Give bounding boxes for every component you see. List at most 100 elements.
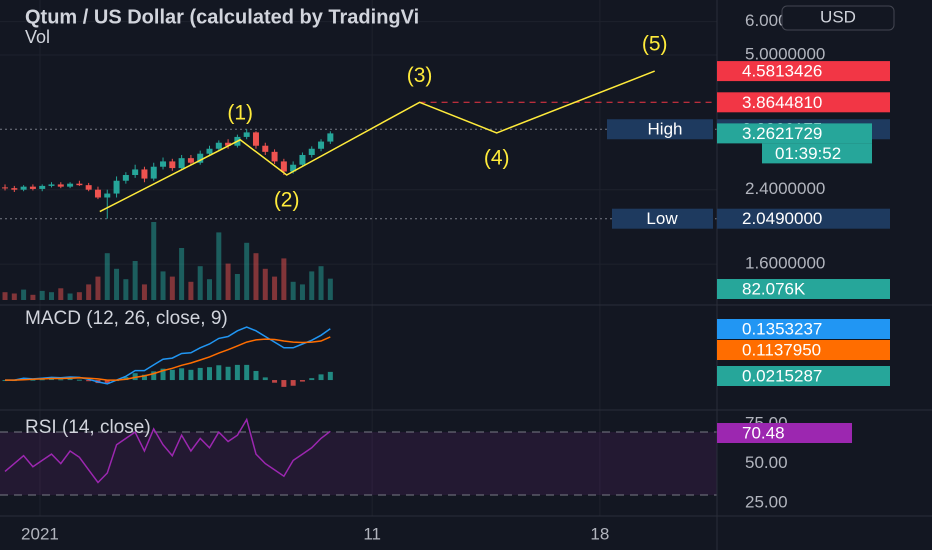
macd-histogram-bar bbox=[67, 378, 73, 381]
macd-histogram-bar bbox=[104, 380, 110, 384]
high-low-name-box bbox=[612, 208, 713, 229]
target-label: 4.5813426 bbox=[742, 62, 822, 81]
candle-body bbox=[308, 148, 315, 155]
volume-bar bbox=[58, 288, 64, 300]
candle-body bbox=[206, 148, 213, 154]
volume-bar bbox=[21, 289, 27, 300]
volume-bar bbox=[309, 271, 315, 300]
countdown-box bbox=[762, 143, 872, 164]
volume-bar bbox=[225, 263, 231, 300]
macd-histogram-bar bbox=[48, 378, 54, 381]
high-low-name: Low bbox=[646, 209, 678, 228]
high-low-label-box bbox=[717, 208, 890, 229]
macd-histogram-bar bbox=[30, 379, 36, 381]
volume-bar bbox=[262, 268, 268, 300]
wave-label: (3) bbox=[407, 64, 433, 87]
volume-bar bbox=[281, 258, 287, 300]
rsi-label-box bbox=[717, 423, 852, 443]
macd-histogram-bar bbox=[39, 379, 45, 381]
signal-label-box bbox=[717, 340, 890, 360]
y-tick-label: 5.0000000 bbox=[745, 45, 825, 64]
x-tick-label: 18 bbox=[590, 524, 609, 543]
candle-body bbox=[48, 184, 55, 186]
volume-label: 82.076K bbox=[742, 279, 806, 298]
last-price-label: 3.2621729 bbox=[742, 124, 822, 143]
volume-bar bbox=[104, 253, 110, 300]
x-tick-label: 2021 bbox=[21, 524, 59, 543]
volume-bar bbox=[272, 276, 278, 300]
macd-label-box bbox=[717, 319, 890, 339]
candle-body bbox=[178, 158, 185, 169]
wave-label: (5) bbox=[642, 33, 668, 56]
volume-bar bbox=[76, 292, 82, 300]
wave-label: (2) bbox=[274, 189, 300, 212]
macd-histogram-bar bbox=[141, 374, 147, 381]
volume-title: Vol bbox=[25, 27, 50, 47]
candle-body bbox=[20, 186, 27, 190]
volume-bar bbox=[327, 278, 333, 300]
candle-body bbox=[262, 145, 269, 152]
candle-body bbox=[280, 161, 287, 172]
wave-line bbox=[99, 70, 655, 213]
volume-bar bbox=[39, 290, 45, 300]
target-label-box bbox=[717, 92, 890, 113]
candle-body bbox=[299, 154, 306, 165]
volume-bar bbox=[207, 279, 213, 300]
candle-body bbox=[113, 180, 120, 194]
x-tick-label: 11 bbox=[363, 524, 381, 543]
volume-bar bbox=[48, 292, 54, 300]
volume-bar bbox=[299, 284, 305, 300]
macd-histogram-bar bbox=[169, 369, 175, 381]
volume-bar bbox=[114, 268, 120, 300]
macd-histogram-bar bbox=[179, 368, 185, 381]
volume-bar bbox=[169, 276, 175, 300]
macd-histogram-bar bbox=[225, 366, 231, 381]
macd-histogram-bar bbox=[318, 374, 324, 381]
rsi-label: 70.48 bbox=[742, 423, 785, 442]
macd-histogram-bar bbox=[327, 371, 333, 381]
macd-histogram-bar bbox=[151, 371, 157, 381]
wave-label: (1) bbox=[227, 101, 253, 124]
candle-body bbox=[57, 184, 64, 187]
macd-histogram-bar bbox=[290, 380, 296, 386]
rsi-title: RSI (14, close) bbox=[25, 417, 151, 438]
candle-body bbox=[141, 169, 148, 179]
signal-label: 0.1137950 bbox=[742, 340, 821, 359]
volume-bar bbox=[290, 281, 296, 300]
high-low-name-box bbox=[607, 119, 713, 140]
volume-bar bbox=[132, 261, 138, 300]
candle-body bbox=[252, 132, 259, 146]
candle-body bbox=[2, 187, 9, 189]
macd-histogram-bar bbox=[76, 379, 82, 381]
macd-histogram-bar bbox=[216, 365, 222, 381]
macd-histogram-bar bbox=[309, 378, 315, 381]
volume-bar bbox=[197, 266, 203, 300]
candle-body bbox=[94, 189, 101, 198]
rsi-tick-label: 50.00 bbox=[745, 453, 788, 472]
candle-body bbox=[225, 142, 232, 146]
volume-bar bbox=[95, 276, 101, 300]
volume-bar bbox=[188, 281, 194, 300]
candle-body bbox=[271, 151, 278, 162]
currency-button[interactable] bbox=[781, 5, 895, 31]
volume-bar bbox=[11, 293, 17, 300]
macd-label: 0.1353237 bbox=[742, 319, 822, 338]
y-tick-label: 1.6000000 bbox=[745, 254, 825, 273]
rsi-line bbox=[4, 417, 331, 484]
histogram-label-box bbox=[717, 366, 890, 386]
countdown: 01:39:52 bbox=[775, 144, 841, 163]
macd-histogram-bar bbox=[207, 367, 213, 381]
volume-bar bbox=[123, 279, 129, 300]
volume-bar bbox=[179, 248, 185, 300]
volume-bar bbox=[318, 266, 324, 300]
volume-bar bbox=[160, 271, 166, 300]
volume-bar bbox=[2, 292, 8, 300]
currency-label[interactable]: USD bbox=[820, 7, 856, 26]
candle-body bbox=[215, 142, 222, 149]
macd-title: MACD (12, 26, close, 9) bbox=[25, 308, 228, 329]
volume-bar bbox=[67, 293, 73, 300]
volume-label-box bbox=[717, 279, 890, 299]
volume-bar bbox=[216, 232, 222, 300]
